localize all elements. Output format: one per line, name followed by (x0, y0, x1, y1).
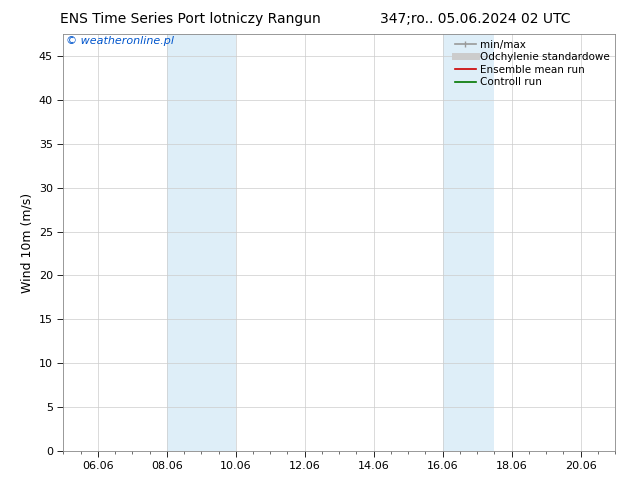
Y-axis label: Wind 10m (m/s): Wind 10m (m/s) (20, 193, 34, 293)
Text: 347;ro.. 05.06.2024 02 UTC: 347;ro.. 05.06.2024 02 UTC (380, 12, 571, 26)
Text: ENS Time Series Port lotniczy Rangun: ENS Time Series Port lotniczy Rangun (60, 12, 321, 26)
Legend: min/max, Odchylenie standardowe, Ensemble mean run, Controll run: min/max, Odchylenie standardowe, Ensembl… (451, 35, 614, 92)
Text: © weatheronline.pl: © weatheronline.pl (66, 36, 174, 47)
Bar (443, 34, 495, 451)
Bar (167, 34, 236, 451)
